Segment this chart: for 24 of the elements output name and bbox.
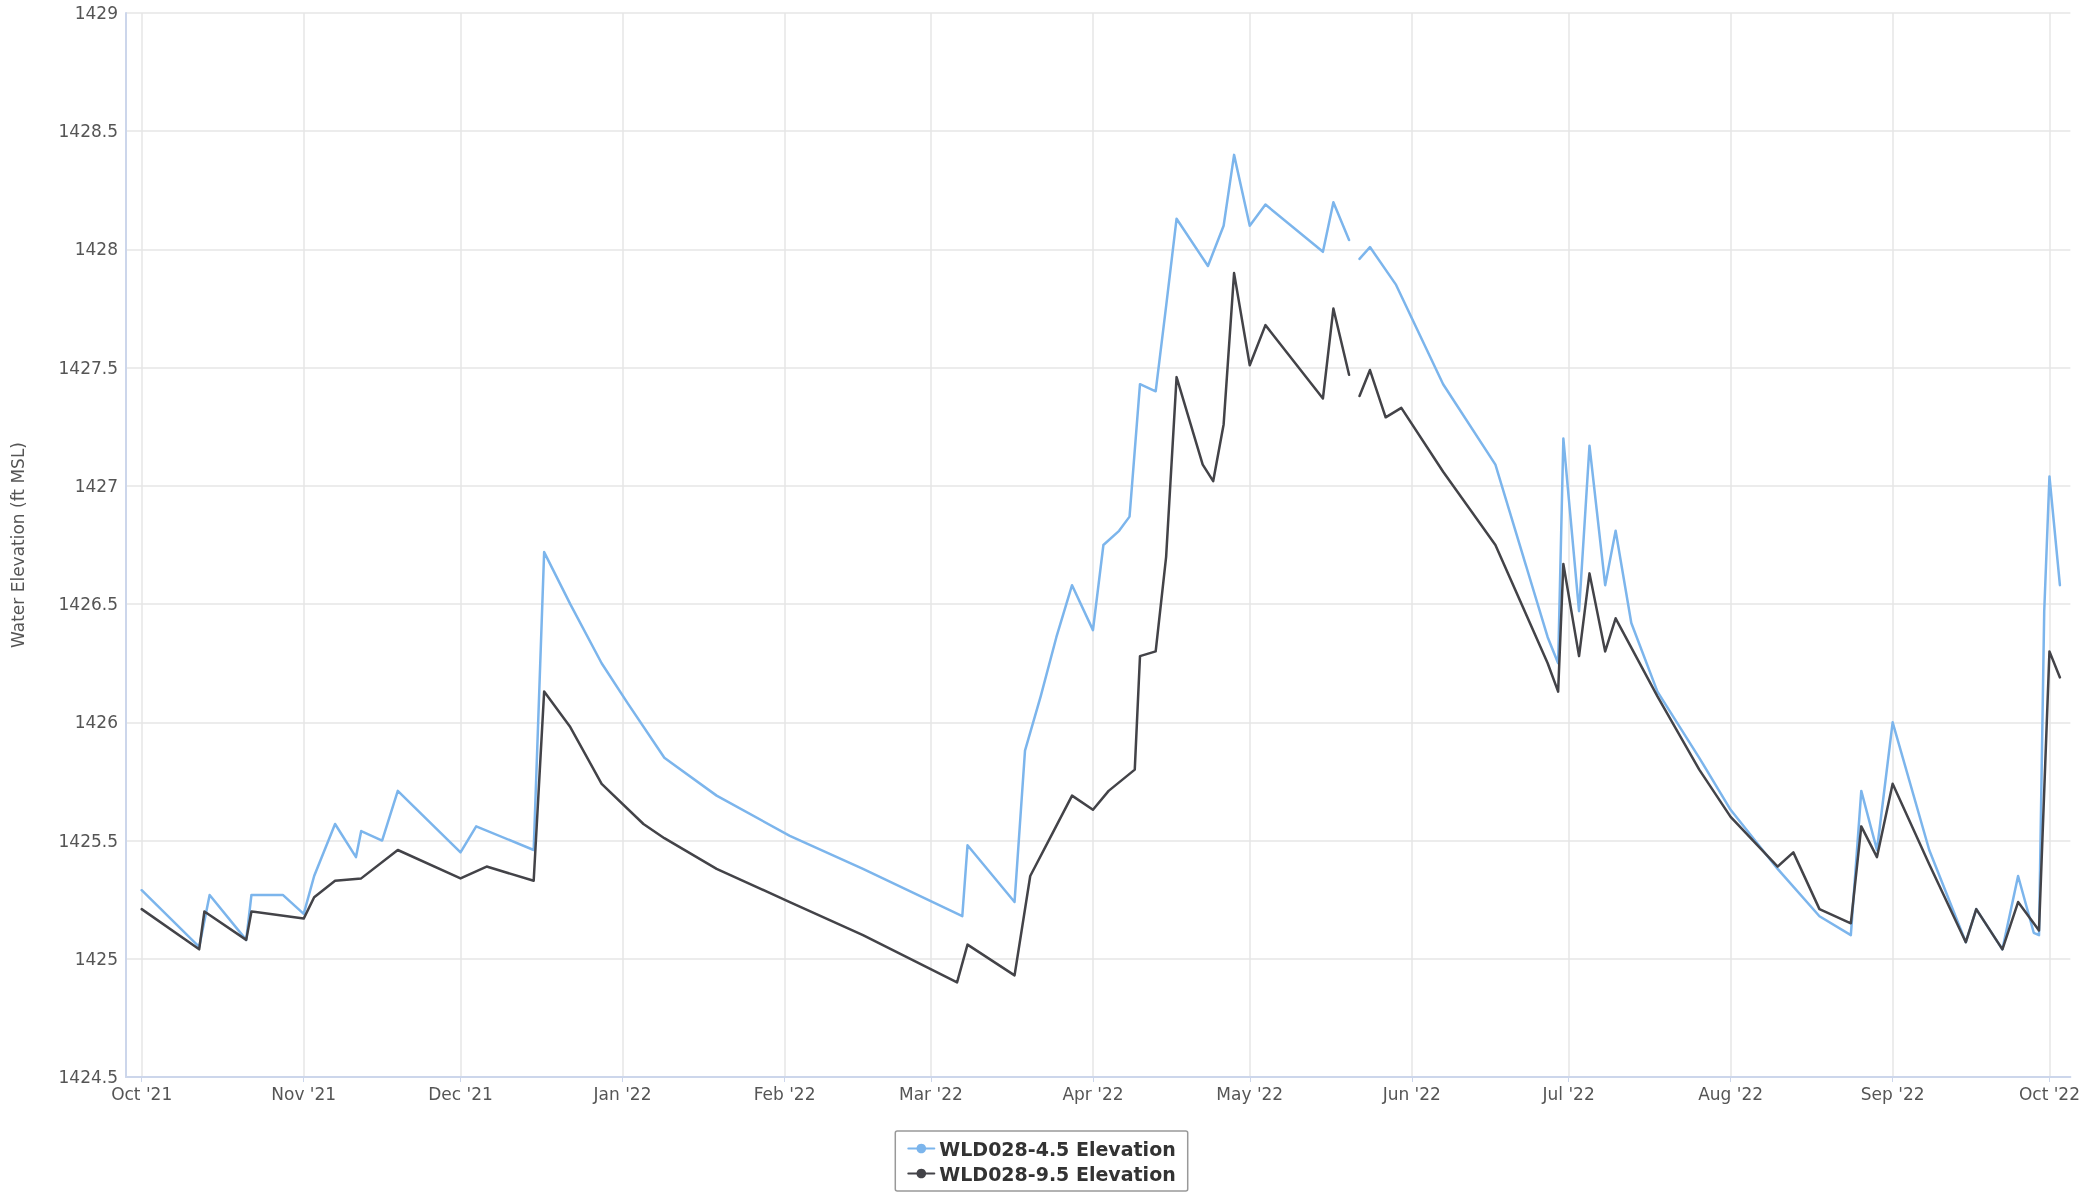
x-tick-label: Feb '22: [753, 1083, 816, 1104]
x-tick-label: Nov '21: [271, 1083, 337, 1104]
y-tick-label: 1428: [74, 239, 118, 260]
x-tick-label: May '22: [1216, 1083, 1284, 1104]
y-tick-label: 1427: [74, 475, 118, 496]
y-tick-label: 1425.5: [58, 830, 118, 851]
x-tick-label: Sep '22: [1860, 1083, 1925, 1104]
y-tick-label: 1429: [74, 3, 118, 23]
y-axis-title: Water Elevation (ft MSL): [7, 442, 28, 648]
y-tick-label: 1426.5: [58, 594, 118, 615]
y-tick-label: 1425: [74, 948, 118, 969]
x-tick-label: Dec '21: [428, 1083, 493, 1104]
x-tick-label: Apr '22: [1062, 1083, 1124, 1104]
x-tick-label: Aug '22: [1698, 1083, 1764, 1104]
x-tick-label: Oct '22: [2018, 1083, 2080, 1104]
legend-label: WLD028-4.5 Elevation: [939, 1137, 1176, 1160]
y-tick-label: 1427.5: [58, 357, 118, 378]
x-tick-label: Jul '22: [1541, 1083, 1595, 1104]
y-tick-label: 1426: [74, 712, 118, 733]
x-tick-label: Mar '22: [899, 1083, 963, 1104]
y-tick-label: 1428.5: [58, 121, 118, 142]
x-tick-label: Jan '22: [592, 1083, 652, 1104]
x-tick-label: Jun '22: [1381, 1083, 1441, 1104]
legend-label: WLD028-9.5 Elevation: [939, 1162, 1176, 1185]
